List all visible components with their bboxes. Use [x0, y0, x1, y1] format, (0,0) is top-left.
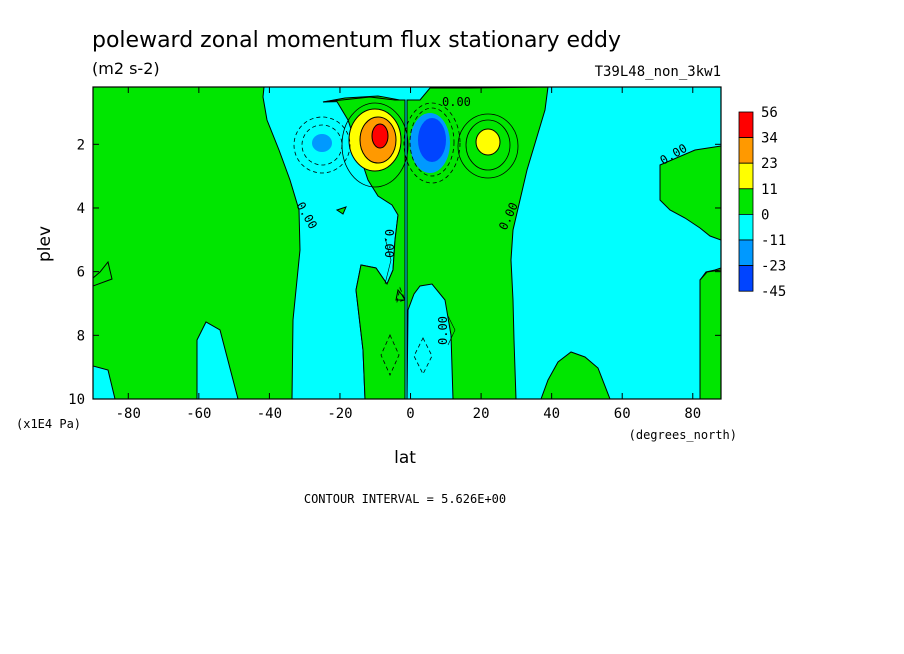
plot-frame	[92, 86, 722, 400]
chart-title: poleward zonal momentum flux stationary …	[92, 28, 621, 53]
x-tick-label: 40	[543, 406, 560, 422]
colorbar-label: 11	[761, 182, 778, 198]
x-tick-label: -80	[116, 406, 141, 422]
contour-label-low: 0.00	[436, 316, 450, 345]
colorbar-label: 23	[761, 156, 778, 172]
x-tick-label: 60	[614, 406, 631, 422]
x-tick-label: -20	[327, 406, 352, 422]
colorbar-label: -11	[761, 233, 786, 249]
colorbar-label: 56	[761, 105, 778, 121]
colorbar-label: 0	[761, 207, 769, 223]
contour-label-top: 0.00	[442, 95, 471, 109]
y-axis-label: plev	[35, 226, 55, 262]
x-tick-label: -40	[257, 406, 282, 422]
negative-contour-lines	[293, 102, 461, 376]
colorbar-swatch	[738, 111, 754, 139]
y-tick-label: 8	[77, 328, 85, 344]
contour-field	[93, 87, 721, 399]
colorbar-label: -23	[761, 259, 786, 275]
colorbar-swatch	[738, 188, 754, 215]
x-tick-label: 20	[473, 406, 490, 422]
y-tick-label: 4	[77, 201, 85, 217]
region-nh-right-low	[699, 269, 721, 399]
contour-interval: CONTOUR INTERVAL = 5.626E+00	[304, 492, 506, 506]
y-axis-units: (x1E4 Pa)	[16, 417, 81, 431]
colorbar-swatch	[738, 162, 754, 190]
y-axis: 2 4 6 8 10	[68, 137, 721, 408]
positive-core-nh-yellow	[475, 128, 501, 156]
region-sh-green	[93, 87, 301, 399]
colorbar-swatch	[738, 213, 754, 241]
x-axis-label: lat	[394, 448, 416, 468]
colorbar-label: 34	[761, 131, 778, 147]
x-axis-units: (degrees_north)	[629, 428, 737, 442]
negative-core-sh-23	[312, 134, 332, 152]
x-tick-label: 80	[684, 406, 701, 422]
colorbar-swatch	[738, 239, 754, 267]
y-tick-label: 10	[68, 392, 85, 408]
colorbar-swatch	[738, 137, 754, 164]
x-tick-label: 0	[406, 406, 414, 422]
y-tick-label: 6	[77, 265, 85, 281]
negative-core-nh-strong	[418, 118, 446, 162]
y-tick-label: 2	[77, 137, 85, 153]
region-small-sh	[335, 206, 347, 215]
colorbar-swatch	[738, 265, 754, 292]
colorbar: 56 34 23 11 0 -11 -23 -45	[738, 105, 786, 300]
x-tick-label: -60	[186, 406, 211, 422]
region-nh-bottom-mid	[540, 351, 611, 399]
contour-label-center: 0.00	[382, 229, 396, 258]
positive-core-sh-red	[371, 123, 389, 149]
region-sh-strip-left	[93, 260, 113, 287]
chart-units: (m2 s-2)	[92, 59, 160, 78]
colorbar-label: -45	[761, 284, 786, 300]
x-axis: -80 -60 -40 -20 0 20 40 60 80	[116, 87, 701, 422]
run-label: T39L48_non_3kw1	[595, 64, 721, 80]
